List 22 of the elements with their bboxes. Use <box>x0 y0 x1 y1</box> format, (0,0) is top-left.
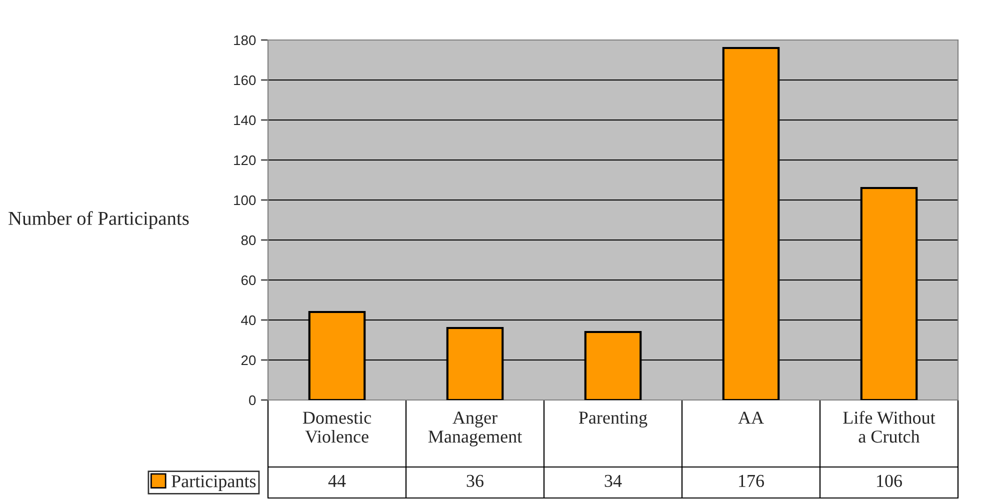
data-label: 36 <box>466 474 484 488</box>
data-label: 176 <box>739 474 764 488</box>
y-tick-label: 60 <box>241 275 256 286</box>
x-tick-label: Anger Management <box>428 412 522 446</box>
data-label: 44 <box>328 474 346 487</box>
y-tick-label: 80 <box>241 235 256 246</box>
x-tick-label: Domestic Violence <box>302 412 372 443</box>
legend-label: Participants <box>172 475 256 492</box>
y-tick-label: 40 <box>241 315 256 326</box>
x-tick-label: Life Without a Crutch <box>843 410 936 443</box>
y-tick-label: 180 <box>234 35 256 46</box>
y-tick-label: 100 <box>234 195 256 206</box>
y-axis-title: Number of Participants <box>8 211 189 229</box>
y-tick-label: 20 <box>241 355 256 366</box>
y-tick-label: 120 <box>234 155 256 166</box>
x-tick-label: AA <box>738 412 764 424</box>
y-tick-label: 140 <box>234 115 256 126</box>
x-tick-label: Parenting <box>578 412 648 428</box>
data-label: 34 <box>604 474 622 488</box>
y-tick-label: 0 <box>249 395 256 406</box>
data-label: 106 <box>877 474 902 488</box>
y-tick-label: 160 <box>234 75 256 86</box>
